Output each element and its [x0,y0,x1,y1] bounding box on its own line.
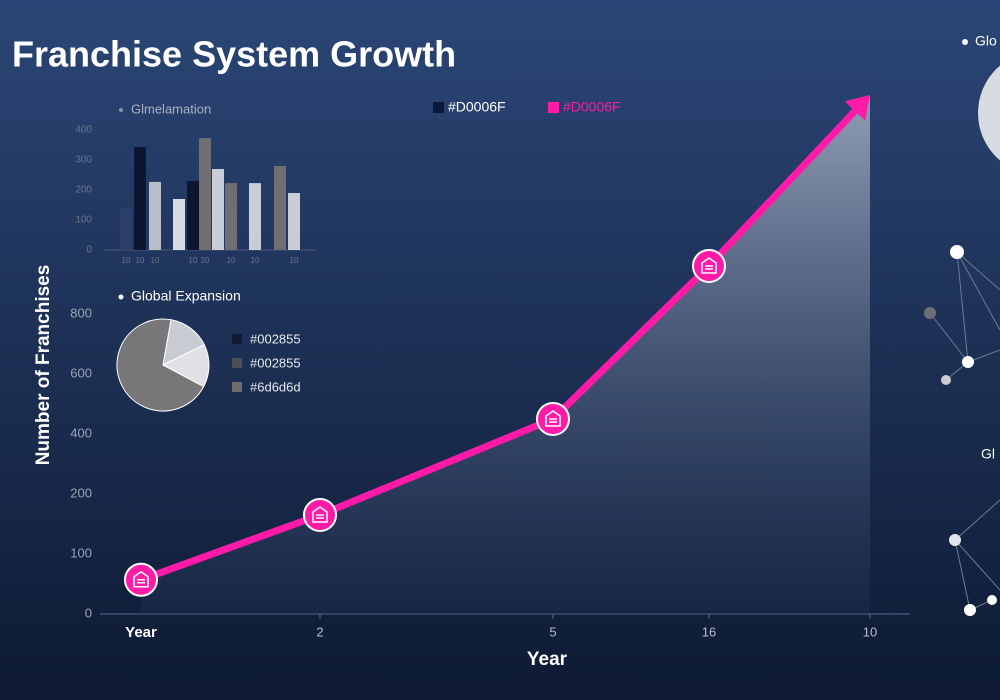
icon [701,257,717,274]
y-tick-label: 100 [75,215,92,226]
legend-swatch [232,382,242,392]
x-tick-label: 10 [189,256,198,265]
x-tick-label: 10 [122,256,131,265]
inset-title: Global Expansion [131,288,241,304]
x-tick-label: 10 [863,624,877,639]
bar [134,147,146,250]
network [924,39,1000,616]
y-tick-label: 200 [75,185,92,196]
bar [212,169,224,250]
y-tick-label: 400 [75,125,92,136]
legend-swatch [548,102,559,113]
chart-title: Franchise System Growth [12,34,456,75]
legend-label: #002855 [250,331,301,346]
x-tick-label: 20 [201,256,210,265]
x-tick-label: 10 [290,256,299,265]
bar [225,183,237,250]
y-tick-label: 100 [70,545,92,560]
inset-title: Glmelamation [131,101,211,116]
y-tick-label: 400 [70,425,92,440]
y-tick-label: 0 [85,605,92,620]
bar [120,208,132,250]
legend-label: #D0006F [448,99,506,115]
bar [288,193,300,250]
legend-swatch [433,102,444,113]
y-tick-label: 600 [70,365,92,380]
bar [149,181,161,250]
legend-swatch [232,334,242,344]
y-tick-label: 300 [75,155,92,166]
bar [173,199,185,250]
y-tick-label: 0 [86,245,92,256]
y-tick-label: 800 [70,305,92,320]
x-tick-label: 10 [151,256,160,265]
panel-heading: Glo [975,33,997,49]
legend-swatch [232,358,242,368]
bullet [118,294,124,300]
x-axis-title: Year [527,649,568,670]
icon [312,506,328,523]
y-axis-title: Number of Franchises [33,265,54,466]
x-tick-label: Year [125,624,157,641]
x-tick-label: 2 [316,624,323,639]
x-tick-label: 5 [549,624,556,639]
x-tick-label: 10 [251,256,260,265]
slice [116,318,205,412]
y-tick-label: 200 [70,485,92,500]
x-tick-label: 10 [227,256,236,265]
area [141,95,870,614]
legend-label: #002855 [250,355,301,370]
x-tick-label: 16 [702,624,716,639]
bar [187,181,199,250]
icon [545,410,561,427]
panel-heading: Gl [981,446,995,462]
legend-label: #6d6d6d [250,379,301,394]
bar [199,138,211,250]
legend-label: #D0006F [563,99,621,115]
x-tick-label: 10 [136,256,145,265]
arrow-head [844,95,870,121]
icon [133,570,149,588]
bar [249,183,261,250]
bar [274,166,286,250]
bullet [119,108,123,112]
